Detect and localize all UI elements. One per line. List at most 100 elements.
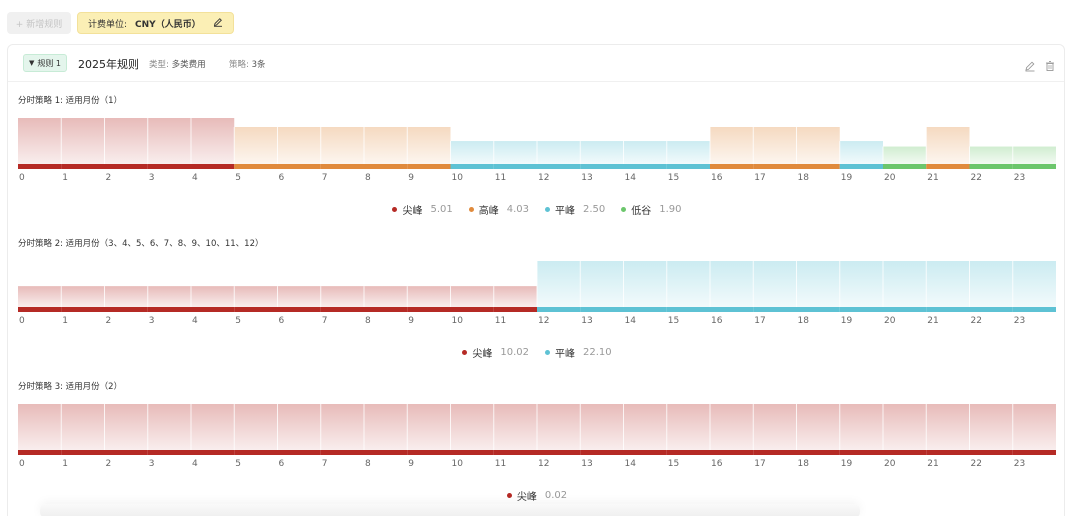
hour-bar-12[interactable] [537, 141, 581, 164]
hour-bar-7[interactable] [320, 286, 364, 307]
hour-bar-10[interactable] [450, 286, 494, 307]
hour-bar-4[interactable] [191, 286, 235, 307]
delete-rule-icon[interactable] [1044, 57, 1056, 71]
legend-item[interactable]: 低谷 1.90 [621, 202, 682, 217]
hour-bar-18[interactable] [796, 261, 840, 307]
hour-bar-4[interactable] [191, 118, 235, 164]
hour-bar-5[interactable] [234, 404, 278, 450]
hour-bar-12[interactable] [537, 404, 581, 450]
edit-rule-icon[interactable] [1024, 57, 1036, 72]
hour-bar-3[interactable] [147, 286, 191, 307]
hour-bar-15[interactable] [666, 261, 710, 307]
hour-bar-14[interactable] [623, 141, 667, 164]
hour-bar-12[interactable] [537, 261, 581, 307]
hour-bar-9[interactable] [407, 126, 451, 164]
hour-bar-7[interactable] [320, 126, 364, 164]
hour-bar-14[interactable] [623, 261, 667, 307]
hour-tick-label: 20 [884, 459, 896, 469]
hour-bar-2[interactable] [104, 286, 148, 307]
period-strip-23 [1012, 164, 1056, 169]
strategy-3-chart-svg: 0 1 2 3 4 5 6 7 8 9 10 11 12 13 14 15 16 17 18 19 20 21 22 23 [18, 404, 1056, 469]
strategy-title: 分时策略 3: 适用月份（2） [18, 382, 123, 392]
period-strip-4 [191, 450, 235, 455]
legend-name: 高峰 [478, 206, 499, 217]
hour-bar-21[interactable] [926, 261, 970, 307]
hour-bar-13[interactable] [580, 404, 624, 450]
legend-name: 尖峰 [402, 206, 423, 217]
hour-bar-17[interactable] [753, 126, 797, 164]
hour-bar-9[interactable] [407, 404, 451, 450]
hour-tick-label: 6 [279, 173, 285, 183]
hour-bar-3[interactable] [147, 404, 191, 450]
hour-bar-1[interactable] [61, 286, 105, 307]
legend-item[interactable]: 平峰 22.10 [545, 345, 612, 360]
hour-bar-6[interactable] [277, 286, 321, 307]
hour-bar-9[interactable] [407, 286, 451, 307]
period-strip-19 [839, 307, 883, 312]
hour-bar-1[interactable] [61, 404, 105, 450]
hour-bar-18[interactable] [796, 126, 840, 164]
hour-bar-0[interactable] [18, 118, 62, 164]
hour-bar-11[interactable] [493, 286, 537, 307]
hour-bar-2[interactable] [104, 118, 148, 164]
hour-bar-13[interactable] [580, 261, 624, 307]
hour-bar-21[interactable] [926, 404, 970, 450]
rule-collapse-tag[interactable]: ▼ 规则 1 [23, 54, 68, 72]
hour-bar-0[interactable] [18, 404, 62, 450]
legend-value: 4.03 [506, 204, 529, 215]
hour-bar-0[interactable] [18, 286, 62, 307]
period-strip-4 [191, 307, 235, 312]
hour-bar-10[interactable] [450, 141, 494, 164]
hour-bar-6[interactable] [277, 126, 321, 164]
hour-bar-11[interactable] [493, 404, 537, 450]
legend-item[interactable]: 尖峰 10.02 [462, 345, 529, 360]
hour-bar-16[interactable] [710, 261, 754, 307]
hour-bar-19[interactable] [839, 261, 883, 307]
hour-tick-label: 21 [927, 173, 938, 183]
hour-bar-7[interactable] [320, 404, 364, 450]
hour-bar-15[interactable] [666, 404, 710, 450]
hour-bar-20[interactable] [883, 146, 927, 164]
hour-bar-17[interactable] [753, 261, 797, 307]
hour-bar-23[interactable] [1012, 146, 1056, 164]
add-rule-button[interactable]: + 新增规则 [7, 12, 71, 34]
period-strip-12 [537, 164, 581, 169]
hour-bar-19[interactable] [839, 404, 883, 450]
legend-value: 2.50 [583, 204, 606, 215]
hour-bar-16[interactable] [710, 404, 754, 450]
hour-bar-8[interactable] [364, 404, 408, 450]
period-strip-7 [320, 307, 364, 312]
hour-bar-22[interactable] [969, 404, 1013, 450]
legend-item[interactable]: 尖峰 0.02 [506, 488, 567, 503]
hour-bar-13[interactable] [580, 141, 624, 164]
hour-bar-4[interactable] [191, 404, 235, 450]
hour-bar-22[interactable] [969, 261, 1013, 307]
hour-bar-23[interactable] [1012, 404, 1056, 450]
hour-bar-20[interactable] [883, 261, 927, 307]
hour-bar-14[interactable] [623, 404, 667, 450]
hour-bar-3[interactable] [147, 118, 191, 164]
hour-bar-11[interactable] [493, 141, 537, 164]
hour-bar-20[interactable] [883, 404, 927, 450]
hour-bar-17[interactable] [753, 404, 797, 450]
period-strip-1 [61, 307, 105, 312]
hour-bar-18[interactable] [796, 404, 840, 450]
hour-bar-6[interactable] [277, 404, 321, 450]
hour-bar-23[interactable] [1012, 261, 1056, 307]
hour-bar-15[interactable] [666, 141, 710, 164]
hour-bar-19[interactable] [839, 141, 883, 164]
hour-bar-16[interactable] [710, 126, 754, 164]
hour-bar-22[interactable] [969, 146, 1013, 164]
hour-bar-5[interactable] [234, 286, 278, 307]
hour-bar-2[interactable] [104, 404, 148, 450]
legend-item[interactable]: 平峰 2.50 [545, 202, 605, 217]
hour-bar-8[interactable] [364, 126, 408, 164]
hour-bar-1[interactable] [61, 118, 105, 164]
legend-item[interactable]: 尖峰 5.01 [392, 202, 453, 217]
hour-bar-21[interactable] [926, 126, 970, 164]
hour-bar-5[interactable] [234, 126, 278, 164]
hour-bar-10[interactable] [450, 404, 494, 450]
billing-unit-button[interactable]: 计费单位: CNY（人民币） [77, 12, 234, 34]
legend-item[interactable]: 高峰 4.03 [468, 202, 529, 217]
hour-bar-8[interactable] [364, 286, 408, 307]
